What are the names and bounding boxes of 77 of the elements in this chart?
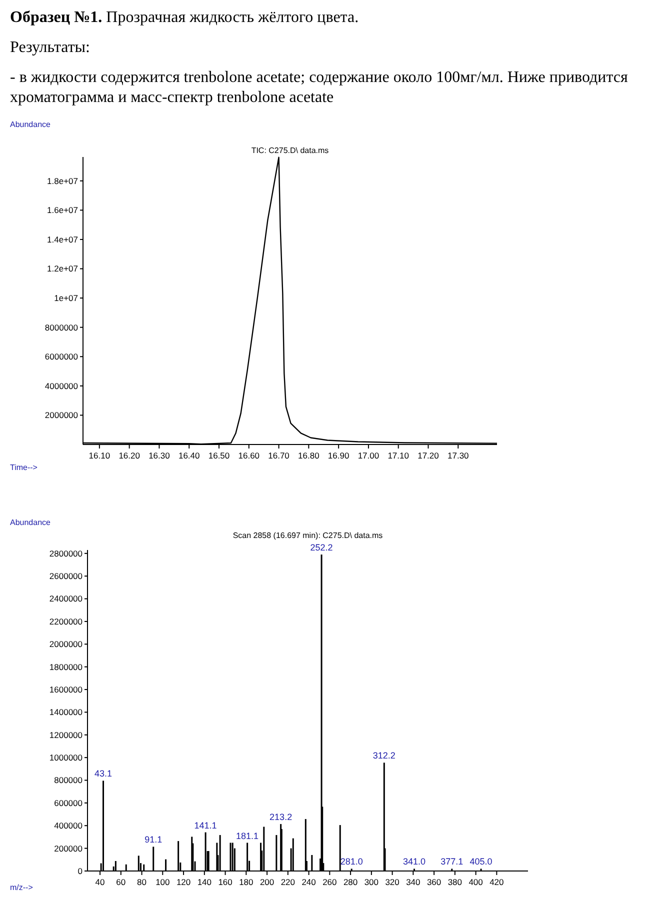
y-tick-label: 200000	[54, 843, 83, 854]
annotation: 377.1	[440, 856, 464, 867]
x-tick-label: 140	[197, 877, 212, 887]
text: Прозрачная жидкость жёлтого цвета.	[106, 9, 359, 26]
y-tick-label: 1600000	[49, 684, 83, 694]
x-tick-label: 240	[302, 877, 316, 887]
chart-title: TIC: C275.D\ data.ms	[251, 146, 329, 155]
x-tick-label: 17.30	[448, 450, 470, 460]
y-tick-label: 2800000	[49, 548, 83, 558]
x-tick-label: 420	[490, 877, 504, 887]
x-tick-label: 16.80	[298, 450, 320, 460]
annotation: 181.1	[236, 830, 259, 841]
x-tick-label: 160	[218, 877, 233, 887]
x-tick-label: 17.20	[418, 450, 440, 460]
x-tick-label: 16.10	[88, 450, 110, 460]
x-axis-title: m/z-->	[10, 883, 34, 892]
x-tick-label: 40	[95, 877, 106, 887]
x-tick-label: 16.70	[268, 450, 290, 460]
annotation: 213.2	[270, 812, 292, 822]
y-tick-label: 400000	[54, 820, 83, 831]
annotation: 43.1	[94, 768, 112, 779]
annotation: 252.2	[310, 542, 333, 553]
text: - в жидкости содержится trenbolone acetate; содержание около 100мг/мл. Ниже приводится хроматограмма и масс-спектр trenbolone acetate	[10, 69, 628, 106]
x-tick-label: 280	[343, 877, 358, 887]
x-tick-label: 400	[468, 877, 484, 887]
x-tick-label: 60	[116, 877, 126, 887]
y-tick-label: 1000000	[49, 752, 83, 763]
y-tick-label: 1800000	[49, 662, 83, 672]
x-tick-label: 16.30	[148, 450, 170, 460]
y-tick-label: 1.8e+07	[47, 176, 78, 186]
x-tick-label: 300	[364, 877, 379, 887]
annotation: 141.1	[194, 820, 217, 830]
x-tick-label: 16.40	[178, 450, 200, 460]
y-tick-label: 800000	[54, 775, 83, 786]
x-axis-title: Time-->	[10, 463, 38, 472]
x-tick-label: 16.90	[328, 450, 350, 460]
x-tick-label: 80	[137, 877, 147, 887]
x-tick-label: 340	[406, 877, 421, 887]
x-tick-label: 220	[280, 877, 296, 887]
x-tick-label: 360	[426, 877, 442, 887]
y-tick-label: 1e+07	[54, 293, 78, 304]
x-tick-label: 100	[156, 877, 170, 887]
x-tick-label: 380	[448, 877, 462, 887]
y-axis-title: Abundance	[10, 120, 52, 129]
y-tick-label: 2400000	[49, 594, 83, 604]
annotation: 91.1	[144, 834, 162, 845]
y-tick-label: 2000000	[49, 639, 83, 650]
y-axis-title: Abundance	[10, 518, 52, 527]
x-tick-label: 120	[176, 877, 191, 887]
y-tick-label: 1200000	[49, 730, 83, 740]
y-tick-label: 2600000	[49, 571, 83, 582]
x-tick-label: 16.50	[208, 450, 230, 460]
y-tick-label: 0	[78, 866, 83, 876]
y-tick-label: 2200000	[49, 616, 83, 626]
y-tick-label: 6000000	[44, 352, 78, 362]
y-tick-label: 1.2e+07	[47, 264, 78, 274]
y-tick-label: 1400000	[49, 707, 83, 718]
annotation: 341.0	[402, 856, 426, 867]
x-tick-label: 180	[239, 877, 254, 887]
x-tick-label: 16.20	[118, 450, 140, 460]
y-tick-label: 1.6e+07	[47, 205, 78, 216]
annotation: 405.0	[470, 856, 492, 867]
x-tick-label: 200	[260, 877, 274, 887]
text: Образец №1.	[10, 9, 102, 26]
text: Результаты:	[10, 39, 90, 56]
x-tick-label: 17.00	[358, 450, 380, 460]
y-tick-label: 8000000	[44, 322, 78, 332]
x-tick-label: 320	[385, 877, 400, 887]
y-tick-label: 600000	[54, 798, 83, 808]
chart-title: Scan 2858 (16.697 min): C275.D\ data.ms	[232, 531, 383, 540]
x-tick-label: 16.60	[238, 450, 260, 460]
y-tick-label: 2000000	[44, 410, 78, 420]
x-tick-label: 260	[322, 877, 338, 887]
annotation: 312.2	[372, 750, 396, 761]
x-tick-label: 17.10	[388, 450, 410, 460]
y-tick-label: 4000000	[44, 380, 78, 391]
y-tick-label: 1.4e+07	[47, 234, 78, 244]
